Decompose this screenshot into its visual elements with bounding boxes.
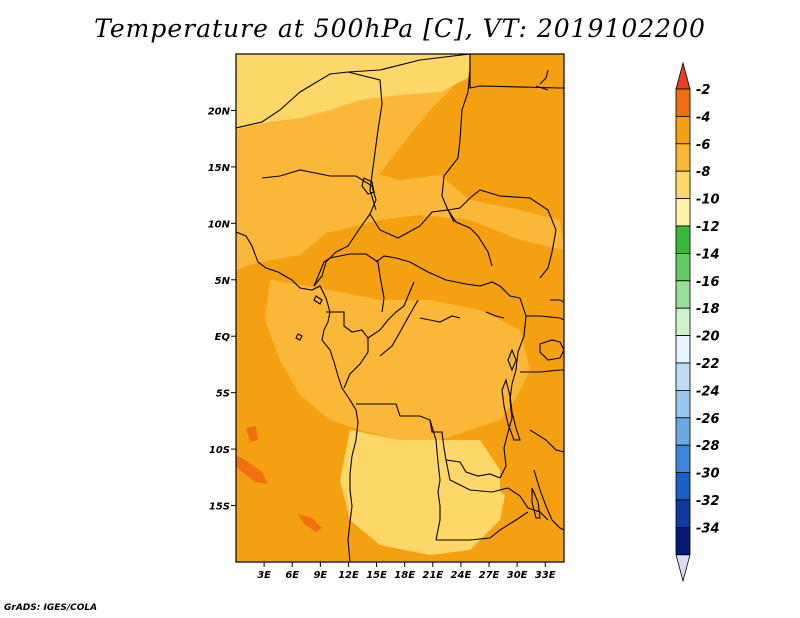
colorbar-swatch [675,252,691,282]
x-tick-label: 21E [422,570,443,581]
border-zambia [445,459,549,521]
field-region-sahel [236,150,564,250]
x-tick-label: 30E [507,570,528,581]
border-sudan [447,54,564,279]
lake-victoria [539,339,564,361]
y-tick-label: 20N [208,106,231,117]
colorbar-swatch [675,472,691,501]
colorbar-swatch [675,88,691,117]
x-tick-label: 6E [285,570,299,581]
border-gabon-congo [326,311,369,389]
border-drc-south [356,403,501,479]
colorbar-label: -28 [696,439,720,454]
plot-frame [235,53,565,563]
lake-tanganyika [501,378,521,441]
river-congo [419,311,505,323]
colorbar-label: -2 [696,83,710,98]
colorbar-label: -10 [696,193,720,208]
colorbar-label: -30 [696,467,720,482]
x-tick-label: 12E [338,570,359,581]
x-tick-label: 27E [479,570,500,581]
coastline-west [236,231,359,562]
border-tanzania [520,315,564,453]
colorbar-swatch [675,198,691,227]
colorbar-label: -4 [696,110,710,125]
colorbar-label: -22 [696,357,720,372]
x-tick-label: 9E [313,570,327,581]
colorbar-swatch [675,170,691,199]
border-cameroon [313,253,385,313]
lake-chad [361,177,375,195]
colorbar-swatch [675,389,691,419]
border-mozambique [533,469,564,531]
colorbar-bottom-triangle [675,554,691,583]
colorbar-label: -16 [696,275,720,290]
colorbar-label: -12 [696,220,720,235]
colorbar-swatch [675,225,691,254]
y-tick-label: 15S [209,502,230,513]
colorbar-label: -14 [696,247,720,262]
y-axis: 20N 15N 10N 5N EQ 5S 10S 15S [208,106,236,513]
x-axis: 3E 6E 9E 12E 15E 18E 21E 24E 27E 30E 33E [257,562,556,581]
border-cameroon-car [375,255,521,299]
y-tick-label: 5S [216,389,230,400]
colorbar-swatch [675,362,691,391]
colorbar-label: -6 [696,138,710,153]
y-tick-label: 5N [215,276,231,287]
lake-kivu [507,348,517,372]
gulf-islands [295,295,323,341]
lake-malawi [531,487,541,519]
border-algeria-niger [347,71,383,211]
colorbar-swatch [675,335,691,364]
y-tick-label: 10N [208,219,231,230]
y-tick-label: 10S [209,445,230,456]
grads-credit: GrADS: IGES/COLA [4,603,98,613]
field-region-warm-spots [298,514,322,532]
border-mali-niger [236,54,471,129]
x-tick-label: 15E [366,570,387,581]
colorbar-label: -8 [696,165,710,180]
y-tick-label: EQ [215,332,231,343]
colorbar-legend: -2 -4 -6 -8 -10 -12 -14 -16 -18 -20 -22 -24 -26 -28 -3… [675,61,720,583]
field-region-congo-basin [265,280,530,440]
x-tick-label: 18E [394,570,415,581]
temperature-field [236,54,564,562]
field-region-nw-cool [236,54,470,130]
border-angola-zambia [429,419,529,541]
colorbar-label: -32 [696,494,720,509]
colorbar-label: -24 [696,384,720,399]
colorbar-swatch [675,499,691,528]
border-nigeria [261,169,377,287]
border-congo-drc [367,281,419,357]
colorbar-swatch [675,444,691,474]
colorbar-swatch [675,143,691,172]
colorbar-label: -34 [696,521,720,536]
colorbar-label: -26 [696,412,720,427]
colorbar-swatch [675,417,691,446]
colorbar-swatch [675,307,691,337]
border-niger-chad [441,54,471,223]
field-region-southern-cool [368,472,505,542]
colorbar-swatch [675,116,691,145]
chart-title: Temperature at 500hPa [C], VT: 201910220… [94,14,706,43]
colorbar-label: -18 [696,302,720,317]
map-borders [236,54,564,562]
coast-east-africa [535,69,564,303]
x-tick-label: 24E [451,570,472,581]
colorbar-swatch [675,527,691,556]
x-tick-label: 33E [535,570,556,581]
y-tick-label: 15N [208,163,231,174]
colorbar-label: -20 [696,330,720,345]
field-region-warm-spots [236,455,268,484]
colorbar-top-triangle [675,61,691,90]
x-tick-label: 3E [257,570,271,581]
border-drc-east [499,297,527,479]
colorbar-swatch [675,280,691,309]
field-region-warm-spots [246,426,258,442]
